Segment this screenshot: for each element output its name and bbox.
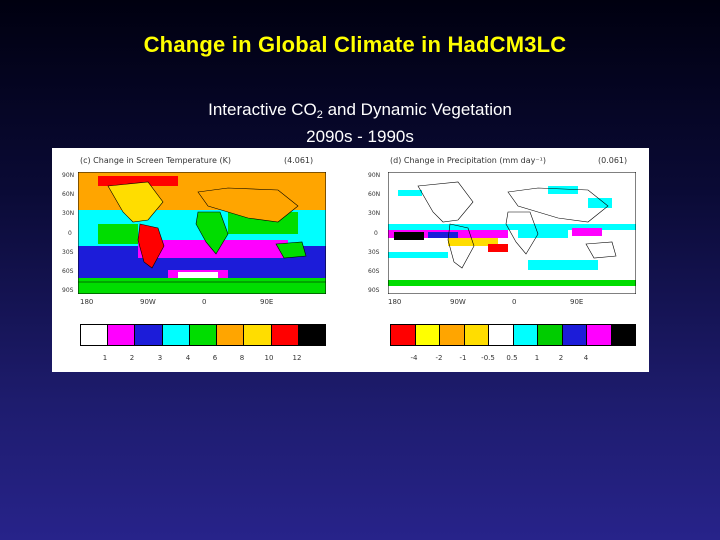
- right-lat-tick: 30S: [368, 249, 380, 256]
- temperature-colorbar-swatch: [298, 325, 325, 345]
- right-lat-tick: 90S: [368, 287, 380, 294]
- left-colorbar-tick: 4: [185, 354, 191, 362]
- right-colorbar-tick: 1: [534, 354, 540, 362]
- slide-title: Change in Global Climate in HadCM3LC: [143, 32, 567, 57]
- precipitation-colorbar-swatch: [464, 325, 489, 345]
- right-lat-tick: 60S: [368, 268, 380, 275]
- right-lat-tick: 90N: [368, 172, 381, 179]
- left-colorbar-tick: 12: [292, 354, 302, 362]
- left-colorbar-tick: 8: [239, 354, 245, 362]
- climate-maps-figure: (c) Change in Screen Temperature (K) (4.…: [52, 148, 649, 372]
- subtitle-pre: Interactive CO: [208, 100, 317, 119]
- subtitle-post: and Dynamic Vegetation: [322, 100, 512, 119]
- right-lon-tick: 90E: [570, 298, 584, 306]
- left-lon-tick: 90W: [140, 298, 156, 306]
- temperature-colorbar-swatch: [81, 325, 109, 345]
- precipitation-colorbar-swatch: [587, 325, 612, 345]
- temperature-change-map: [78, 172, 326, 294]
- temperature-colorbar-swatch: [244, 325, 272, 345]
- right-lon-tick: 0: [512, 298, 517, 306]
- precipitation-colorbar: [390, 324, 636, 346]
- temperature-colorbar-swatch: [189, 325, 218, 345]
- right-colorbar-tick: 0.5: [506, 354, 518, 362]
- left-lon-tick: 0: [202, 298, 207, 306]
- right-lon-tick: 180: [388, 298, 402, 306]
- right-colorbar-tick: 2: [558, 354, 564, 362]
- right-lat-tick: 60N: [368, 191, 381, 198]
- left-lat-tick: 60N: [62, 191, 75, 198]
- precipitation-colorbar-swatch: [611, 325, 635, 345]
- right-colorbar-tick: -2: [435, 354, 443, 362]
- precipitation-colorbar-swatch: [562, 325, 587, 345]
- right-colorbar-tick: -4: [410, 354, 418, 362]
- left-lat-tick: 90S: [62, 287, 74, 294]
- right-map-mean: (0.061): [598, 156, 628, 165]
- left-colorbar-tick: 6: [212, 354, 218, 362]
- left-lon-tick: 180: [80, 298, 94, 306]
- right-colorbar-tick: -1: [459, 354, 467, 362]
- temperature-colorbar: [80, 324, 326, 346]
- left-lat-tick: 30N: [62, 210, 75, 217]
- temperature-colorbar-swatch: [217, 325, 245, 345]
- left-colorbar-tick: 3: [157, 354, 163, 362]
- precipitation-colorbar-swatch: [538, 325, 563, 345]
- left-lat-tick: 60S: [62, 268, 74, 275]
- temperature-colorbar-swatch: [108, 325, 136, 345]
- left-colorbar-tick: 1: [102, 354, 108, 362]
- left-map-mean: (4.061): [284, 156, 314, 165]
- subtitle-period: 2090s - 1990s: [306, 127, 414, 146]
- temperature-colorbar-swatch: [271, 325, 299, 345]
- precipitation-colorbar-swatch: [489, 325, 514, 345]
- precipitation-colorbar-swatch: [415, 325, 440, 345]
- temperature-colorbar-swatch: [135, 325, 163, 345]
- left-map-title: (c) Change in Screen Temperature (K): [80, 156, 231, 165]
- left-colorbar-tick: 2: [129, 354, 135, 362]
- right-lon-tick: 90W: [450, 298, 466, 306]
- left-map-label: (c) Change in Screen Temperature (K): [80, 156, 231, 165]
- left-colorbar-tick: 10: [264, 354, 274, 362]
- left-lon-tick: 90E: [260, 298, 274, 306]
- right-colorbar-tick: 4: [583, 354, 589, 362]
- subtitle-subscript: 2: [316, 109, 323, 121]
- left-lat-tick: 30S: [62, 249, 74, 256]
- left-lat-tick: 0: [68, 230, 72, 237]
- precipitation-colorbar-swatch: [391, 325, 416, 345]
- right-lat-tick: 30N: [368, 210, 381, 217]
- subtitle-line-1: Interactive CO2 and Dynamic Vegetation: [0, 96, 720, 123]
- right-lat-tick: 0: [374, 230, 378, 237]
- right-colorbar-tick: -0.5: [481, 354, 495, 362]
- right-map-title: (d) Change in Precipitation (mm day⁻¹): [390, 156, 546, 165]
- precipitation-colorbar-swatch: [513, 325, 538, 345]
- precipitation-change-map: [388, 172, 636, 294]
- temperature-colorbar-swatch: [162, 325, 190, 345]
- precipitation-colorbar-swatch: [440, 325, 465, 345]
- slide-subtitle: Interactive CO2 and Dynamic Vegetation 2…: [0, 96, 720, 150]
- left-lat-tick: 90N: [62, 172, 75, 179]
